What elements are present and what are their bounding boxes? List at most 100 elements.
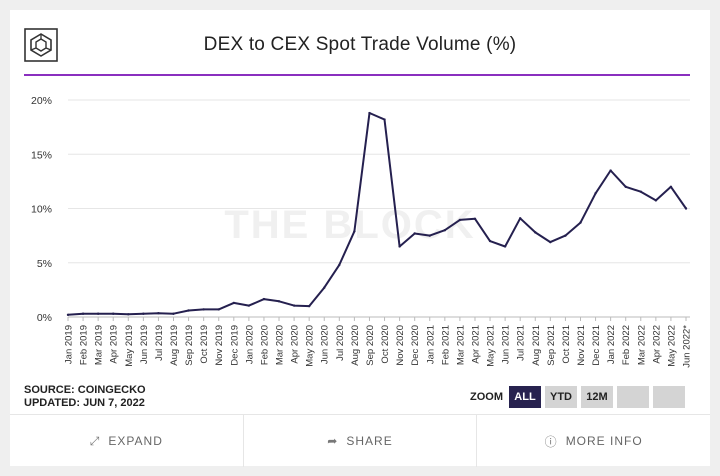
data-point: [81, 312, 85, 315]
data-point: [353, 230, 356, 233]
expand-button[interactable]: ⤢ EXPAND: [10, 415, 244, 467]
more-info-label: MORE INFO: [565, 434, 643, 448]
the-block-logo-icon: [24, 28, 58, 62]
expand-label: EXPAND: [108, 434, 163, 448]
data-point: [307, 304, 311, 308]
chart-meta: SOURCE: COINGECKO UPDATED: JUN 7, 2022: [24, 384, 146, 410]
line-chart: THE BLOCK 0% 5% 10% 15% 20% Jan 2019 Feb 2019…: [31, 95, 693, 368]
data-point: [518, 217, 522, 220]
data-point: [247, 304, 251, 307]
data-point: [428, 234, 431, 237]
x-tick-label: Feb 2020: [259, 325, 270, 365]
x-tick-label: Feb 2022: [621, 325, 632, 365]
y-tick-label: 15%: [31, 149, 52, 161]
zoom-ytd-button[interactable]: YTD: [545, 386, 577, 408]
x-tick-label: Feb 2021: [440, 325, 451, 365]
share-label: SHARE: [346, 434, 393, 448]
x-tick-label: Jan 2020: [244, 325, 255, 364]
series-line: [67, 112, 687, 316]
x-tick-label: May 2019: [124, 325, 135, 367]
x-tick-label: Jan 2019: [64, 325, 75, 364]
y-tick-label: 20%: [31, 95, 52, 107]
x-tick-label: Aug 2021: [531, 325, 542, 366]
x-tick-label: Jan 2021: [425, 325, 436, 364]
x-tick-label: Sep 2020: [365, 325, 376, 366]
data-point: [383, 118, 386, 121]
x-tick-label: Jun 2019: [139, 325, 150, 364]
data-point: [669, 185, 673, 188]
watermark: THE BLOCK: [224, 203, 475, 247]
updated-label: UPDATED: JUN 7, 2022: [24, 397, 145, 409]
data-point: [96, 312, 100, 315]
data-point: [398, 245, 401, 248]
data-point: [564, 234, 567, 237]
x-tick-label: Apr 2020: [290, 325, 301, 364]
x-tick-label: Apr 2022: [651, 325, 662, 364]
x-tick-label: Nov 2021: [576, 325, 587, 366]
data-point: [458, 218, 462, 222]
data-point: [534, 231, 537, 234]
title-divider: [24, 74, 690, 76]
chart-title: DEX to CEX Spot Trade Volume (%): [203, 34, 517, 55]
chart-footer: ⤢ EXPAND ➦ SHARE ⓘ MORE INFO: [10, 414, 710, 467]
x-tick-label: Jul 2019: [154, 325, 165, 361]
x-tick-label: Mar 2019: [94, 325, 105, 365]
x-tick-label: Nov 2019: [214, 325, 225, 366]
zoom-controls: ZOOM ALL YTD 12M: [470, 386, 689, 408]
zoom-all-button[interactable]: ALL: [509, 386, 541, 408]
data-point: [443, 229, 447, 232]
data-point: [639, 190, 642, 193]
data-point: [127, 313, 130, 316]
data-point: [202, 308, 205, 311]
y-tick-label: 10%: [31, 204, 52, 216]
x-tick-label: Jul 2021: [516, 325, 527, 361]
x-tick-label: May 2020: [305, 325, 316, 367]
data-point: [172, 312, 175, 315]
data-point: [594, 192, 597, 195]
data-point: [112, 312, 115, 315]
share-icon: ➦: [327, 434, 339, 448]
data-point: [66, 313, 70, 317]
data-point: [503, 245, 507, 248]
data-point: [217, 308, 220, 311]
data-point: [579, 221, 582, 224]
share-button[interactable]: ➦ SHARE: [244, 415, 478, 467]
y-tick-label: 5%: [37, 258, 52, 270]
x-tick-label: Jun 2021: [501, 325, 512, 364]
y-tick-label: 0%: [37, 312, 52, 324]
zoom-button-4[interactable]: [617, 386, 649, 408]
data-point: [187, 309, 190, 312]
x-tick-label: Nov 2020: [395, 325, 406, 366]
x-tick-label: Dec 2019: [229, 325, 240, 366]
data-point: [277, 300, 281, 303]
x-tick-label: Sep 2019: [184, 325, 195, 366]
data-point: [654, 199, 658, 202]
data-point: [413, 232, 416, 235]
x-tick-label: Mar 2021: [455, 325, 466, 365]
data-point: [624, 185, 627, 188]
x-tick-label: Apr 2021: [470, 325, 481, 364]
data-point: [232, 301, 236, 305]
data-point: [368, 111, 371, 115]
x-tick-label: Sep 2021: [546, 325, 557, 366]
x-tick-label: Aug 2019: [169, 325, 180, 366]
data-point: [157, 312, 160, 315]
zoom-12m-button[interactable]: 12M: [581, 386, 613, 408]
chart-card: DEX to CEX Spot Trade Volume (%) THE BLO…: [10, 10, 710, 467]
info-icon: ⓘ: [544, 434, 558, 449]
x-tick-label: Oct 2019: [199, 325, 210, 364]
x-tick-label: Jan 2022: [606, 325, 617, 364]
data-point: [488, 239, 492, 243]
x-tick-label: Mar 2022: [636, 325, 647, 365]
source-label: SOURCE: COINGECKO: [24, 384, 146, 396]
x-tick-label: May 2022: [666, 325, 677, 367]
data-point: [684, 207, 688, 210]
more-info-button[interactable]: ⓘ MORE INFO: [477, 415, 710, 467]
zoom-button-5[interactable]: [653, 386, 685, 408]
x-tick-label: Aug 2020: [350, 325, 361, 366]
data-point: [292, 304, 296, 307]
x-tick-label: Dec 2020: [410, 325, 421, 366]
x-tick-label: Jun 2022*: [682, 325, 693, 368]
x-tick-label: Jul 2020: [335, 325, 346, 361]
x-tick-label: Feb 2019: [79, 325, 90, 365]
